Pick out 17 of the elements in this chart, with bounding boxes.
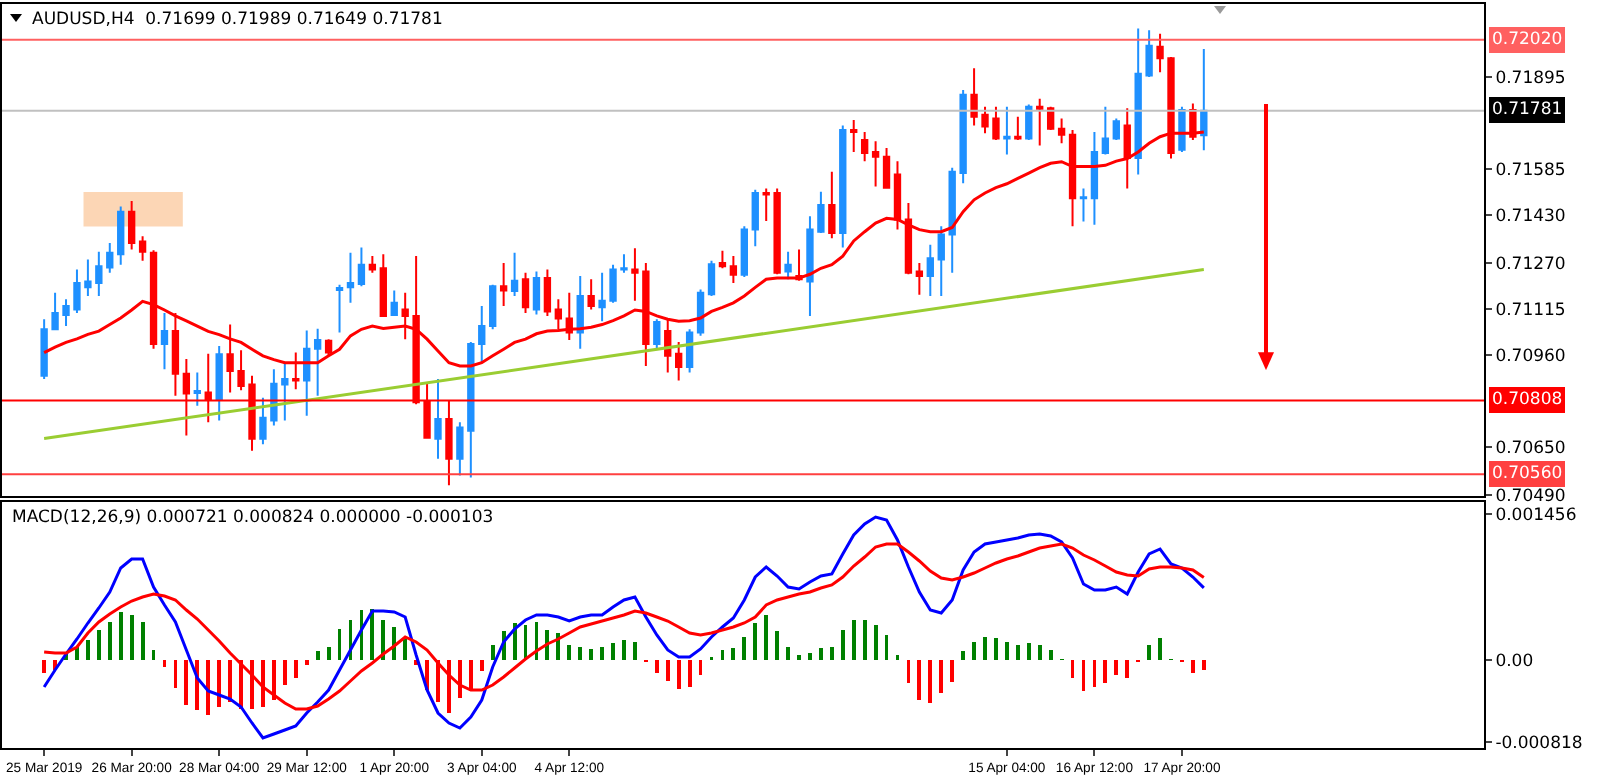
- y-tick-label: 0.70490: [1495, 487, 1566, 508]
- y-tick-label: 0.71270: [1495, 254, 1566, 275]
- chart-title: AUDUSD,H4 0.71699 0.71989 0.71649 0.71781: [32, 10, 443, 30]
- y-tick-label: 0.00: [1495, 651, 1534, 672]
- y-tick-label: 0.70960: [1495, 347, 1566, 368]
- y-tick-label: 0.70650: [1495, 439, 1566, 460]
- ref-line-label: 0.72020: [1492, 30, 1563, 50]
- y-tick-label: 0.71585: [1495, 161, 1566, 182]
- ref-line-label: 0.71781: [1492, 100, 1563, 120]
- y-tick-label: 0.71430: [1495, 207, 1566, 228]
- ref-line-label: 0.70560: [1492, 464, 1563, 484]
- y-tick-label: -0.000818: [1495, 733, 1583, 754]
- y-tick-label: 0.71115: [1495, 301, 1566, 322]
- y-tick-label: 0.001456: [1495, 506, 1577, 527]
- ref-line-label: 0.70808: [1492, 390, 1563, 410]
- y-tick-label: 0.71895: [1495, 68, 1566, 89]
- chart-title: MACD(12,26,9) 0.000721 0.000824 0.000000 -0.000103: [12, 508, 494, 528]
